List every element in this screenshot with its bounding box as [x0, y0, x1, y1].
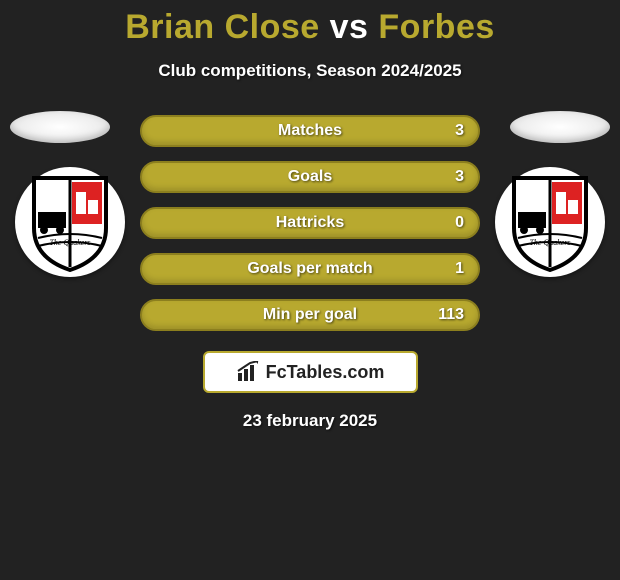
subtitle: Club competitions, Season 2024/2025	[0, 61, 620, 81]
bar-goals-per-match: Goals per match 1	[140, 253, 480, 285]
bar-label: Min per goal	[263, 306, 357, 324]
bar-label: Hattricks	[276, 214, 344, 232]
page-title: Brian Close vs Forbes	[0, 0, 620, 47]
bar-value: 113	[438, 306, 464, 324]
crest-banner-text: The Quakers	[49, 238, 90, 247]
right-crest: The Quakers	[495, 167, 605, 277]
title-player2: Forbes	[378, 8, 494, 46]
content-area: The Quakers The Quakers Matches 3 Goals …	[0, 115, 620, 431]
stats-bars: Matches 3 Goals 3 Hattricks 0 Goals per …	[140, 115, 480, 331]
shield-icon: The Quakers	[504, 172, 596, 272]
bar-goals: Goals 3	[140, 161, 480, 193]
bar-chart-icon	[236, 361, 262, 383]
left-ellipse-decor	[10, 111, 110, 143]
right-ellipse-decor	[510, 111, 610, 143]
bar-value: 0	[455, 214, 464, 232]
bar-matches: Matches 3	[140, 115, 480, 147]
left-crest: The Quakers	[15, 167, 125, 277]
bar-value: 3	[455, 168, 464, 186]
crest-banner-text: The Quakers	[529, 238, 570, 247]
bar-hattricks: Hattricks 0	[140, 207, 480, 239]
date-text: 23 february 2025	[0, 411, 620, 431]
shield-icon: The Quakers	[24, 172, 116, 272]
bar-label: Matches	[278, 122, 342, 140]
bar-value: 3	[455, 122, 464, 140]
title-player1: Brian Close	[125, 8, 319, 46]
bar-value: 1	[455, 260, 464, 278]
bar-label: Goals	[288, 168, 332, 186]
bar-min-per-goal: Min per goal 113	[140, 299, 480, 331]
brand-text: FcTables.com	[266, 362, 385, 383]
brand-box: FcTables.com	[203, 351, 418, 393]
title-vs: vs	[330, 8, 369, 46]
bar-label: Goals per match	[247, 260, 372, 278]
